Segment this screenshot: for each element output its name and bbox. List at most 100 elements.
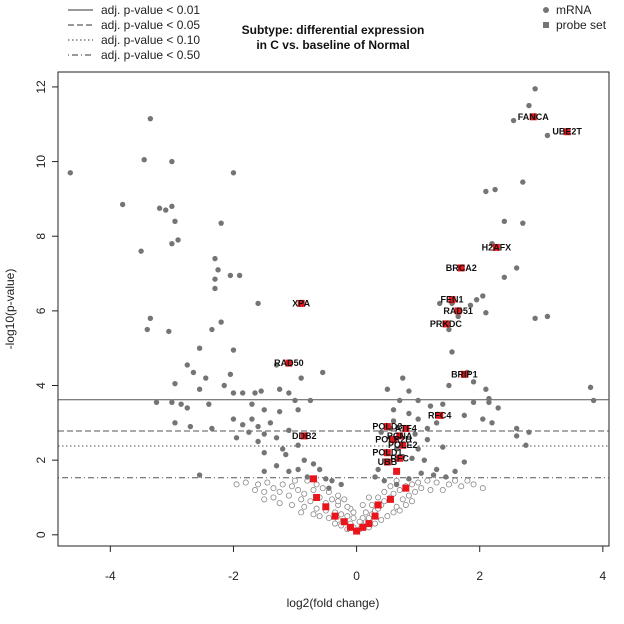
nonsig-point [292, 477, 299, 484]
mrna-point [119, 201, 126, 208]
mrna-point [412, 431, 418, 437]
mrna-point [338, 481, 344, 488]
mrna-point [440, 444, 446, 450]
mrna-point [286, 427, 292, 433]
nonsig-point [458, 483, 465, 490]
probe-point [402, 424, 410, 432]
gene-label: BRIP1 [451, 369, 478, 379]
probe-point [383, 449, 391, 457]
mrna-point [212, 285, 218, 292]
nonsig-point [464, 477, 471, 484]
gene-label: POLD1 [372, 448, 402, 458]
mrna-point [409, 455, 415, 461]
mrna-point [209, 425, 215, 432]
mrna-point [470, 379, 477, 385]
mrna-point [310, 461, 317, 467]
gene-label: FEN1 [441, 295, 464, 305]
mrna-point [461, 412, 468, 419]
mrna-point [449, 349, 455, 355]
mrna-point [239, 390, 246, 396]
mrna-point [141, 157, 147, 163]
mrna-point [221, 382, 227, 389]
nonsig-point [362, 509, 369, 516]
mrna-point [406, 410, 412, 417]
mrna-point [215, 267, 221, 273]
mrna-point [384, 386, 391, 392]
gene-label: DDB2 [292, 431, 317, 441]
mrna-point [212, 276, 218, 282]
nonsig-point [381, 498, 388, 505]
gene-label: FANCA [518, 112, 549, 122]
mrna-point [218, 319, 224, 325]
mrna-point [212, 255, 218, 262]
y-tick-label: 0 [34, 531, 48, 538]
mrna-point [436, 300, 443, 307]
mrna-point [513, 425, 520, 432]
nonsig-point [310, 511, 317, 518]
y-tick-label: 10 [34, 155, 48, 169]
mrna-point [372, 474, 378, 480]
nonsig-point [350, 515, 357, 522]
legend-label-3: adj. p-value < 0.50 [101, 48, 200, 62]
mrna-point [393, 446, 400, 452]
nonsig-point [387, 483, 394, 490]
mrna-point [446, 382, 452, 389]
mrna-point [172, 420, 178, 426]
legend-right-label: probe set [556, 18, 607, 32]
threshold-lines [58, 399, 609, 479]
mrna-point [153, 399, 160, 406]
nonsig-point [412, 488, 419, 495]
mrna-point [323, 476, 329, 482]
nonsig-point [396, 487, 403, 494]
nonsig-point [332, 520, 339, 527]
mrna-point [283, 451, 289, 458]
nonsig-point [255, 481, 262, 488]
nonsig-point [372, 520, 379, 527]
mrna-point [523, 442, 529, 448]
mrna-point [520, 220, 526, 226]
nonsig-point [375, 494, 382, 501]
nonsig-point [344, 503, 351, 510]
mrna-point [316, 466, 323, 473]
gene-label: RFC [390, 453, 409, 463]
x-axis-title: log2(fold change) [287, 596, 380, 610]
mrna-point [513, 265, 520, 271]
gene-label: POLE2 [388, 440, 418, 450]
mrna-point [520, 179, 526, 185]
mrna-point [390, 407, 397, 413]
nonsig-point [319, 485, 326, 492]
mrna-point [433, 420, 440, 426]
mrna-point [230, 416, 237, 422]
mrna-point [147, 315, 154, 322]
mrna-point [249, 401, 255, 407]
nonsig-point [276, 500, 283, 507]
nonsig-point [479, 485, 486, 492]
mrna-point [172, 380, 178, 387]
nonsig-point [378, 516, 385, 523]
probe-point [396, 432, 404, 440]
nonsig-point [393, 503, 400, 510]
mrna-point [227, 371, 234, 378]
mrna-point [255, 300, 261, 307]
mrna-point [187, 423, 194, 430]
legend-label-1: adj. p-value < 0.05 [101, 18, 200, 32]
nonsig-point [316, 513, 323, 520]
mrna-point [486, 399, 492, 406]
nonsig-point [356, 518, 363, 525]
probe-point [313, 493, 321, 501]
nonsig-point [445, 481, 452, 488]
mrna-point [276, 408, 283, 415]
mrna-point [590, 397, 597, 404]
mrna-point [375, 466, 381, 473]
nonsig-point [288, 501, 295, 508]
gene-label: RFC4 [428, 410, 452, 420]
mrna-point [276, 386, 283, 392]
probe-point [346, 523, 354, 531]
mrna-point [147, 115, 154, 122]
mrna-point [267, 420, 274, 426]
mrna-point [415, 416, 421, 422]
nonsig-point [338, 511, 345, 518]
